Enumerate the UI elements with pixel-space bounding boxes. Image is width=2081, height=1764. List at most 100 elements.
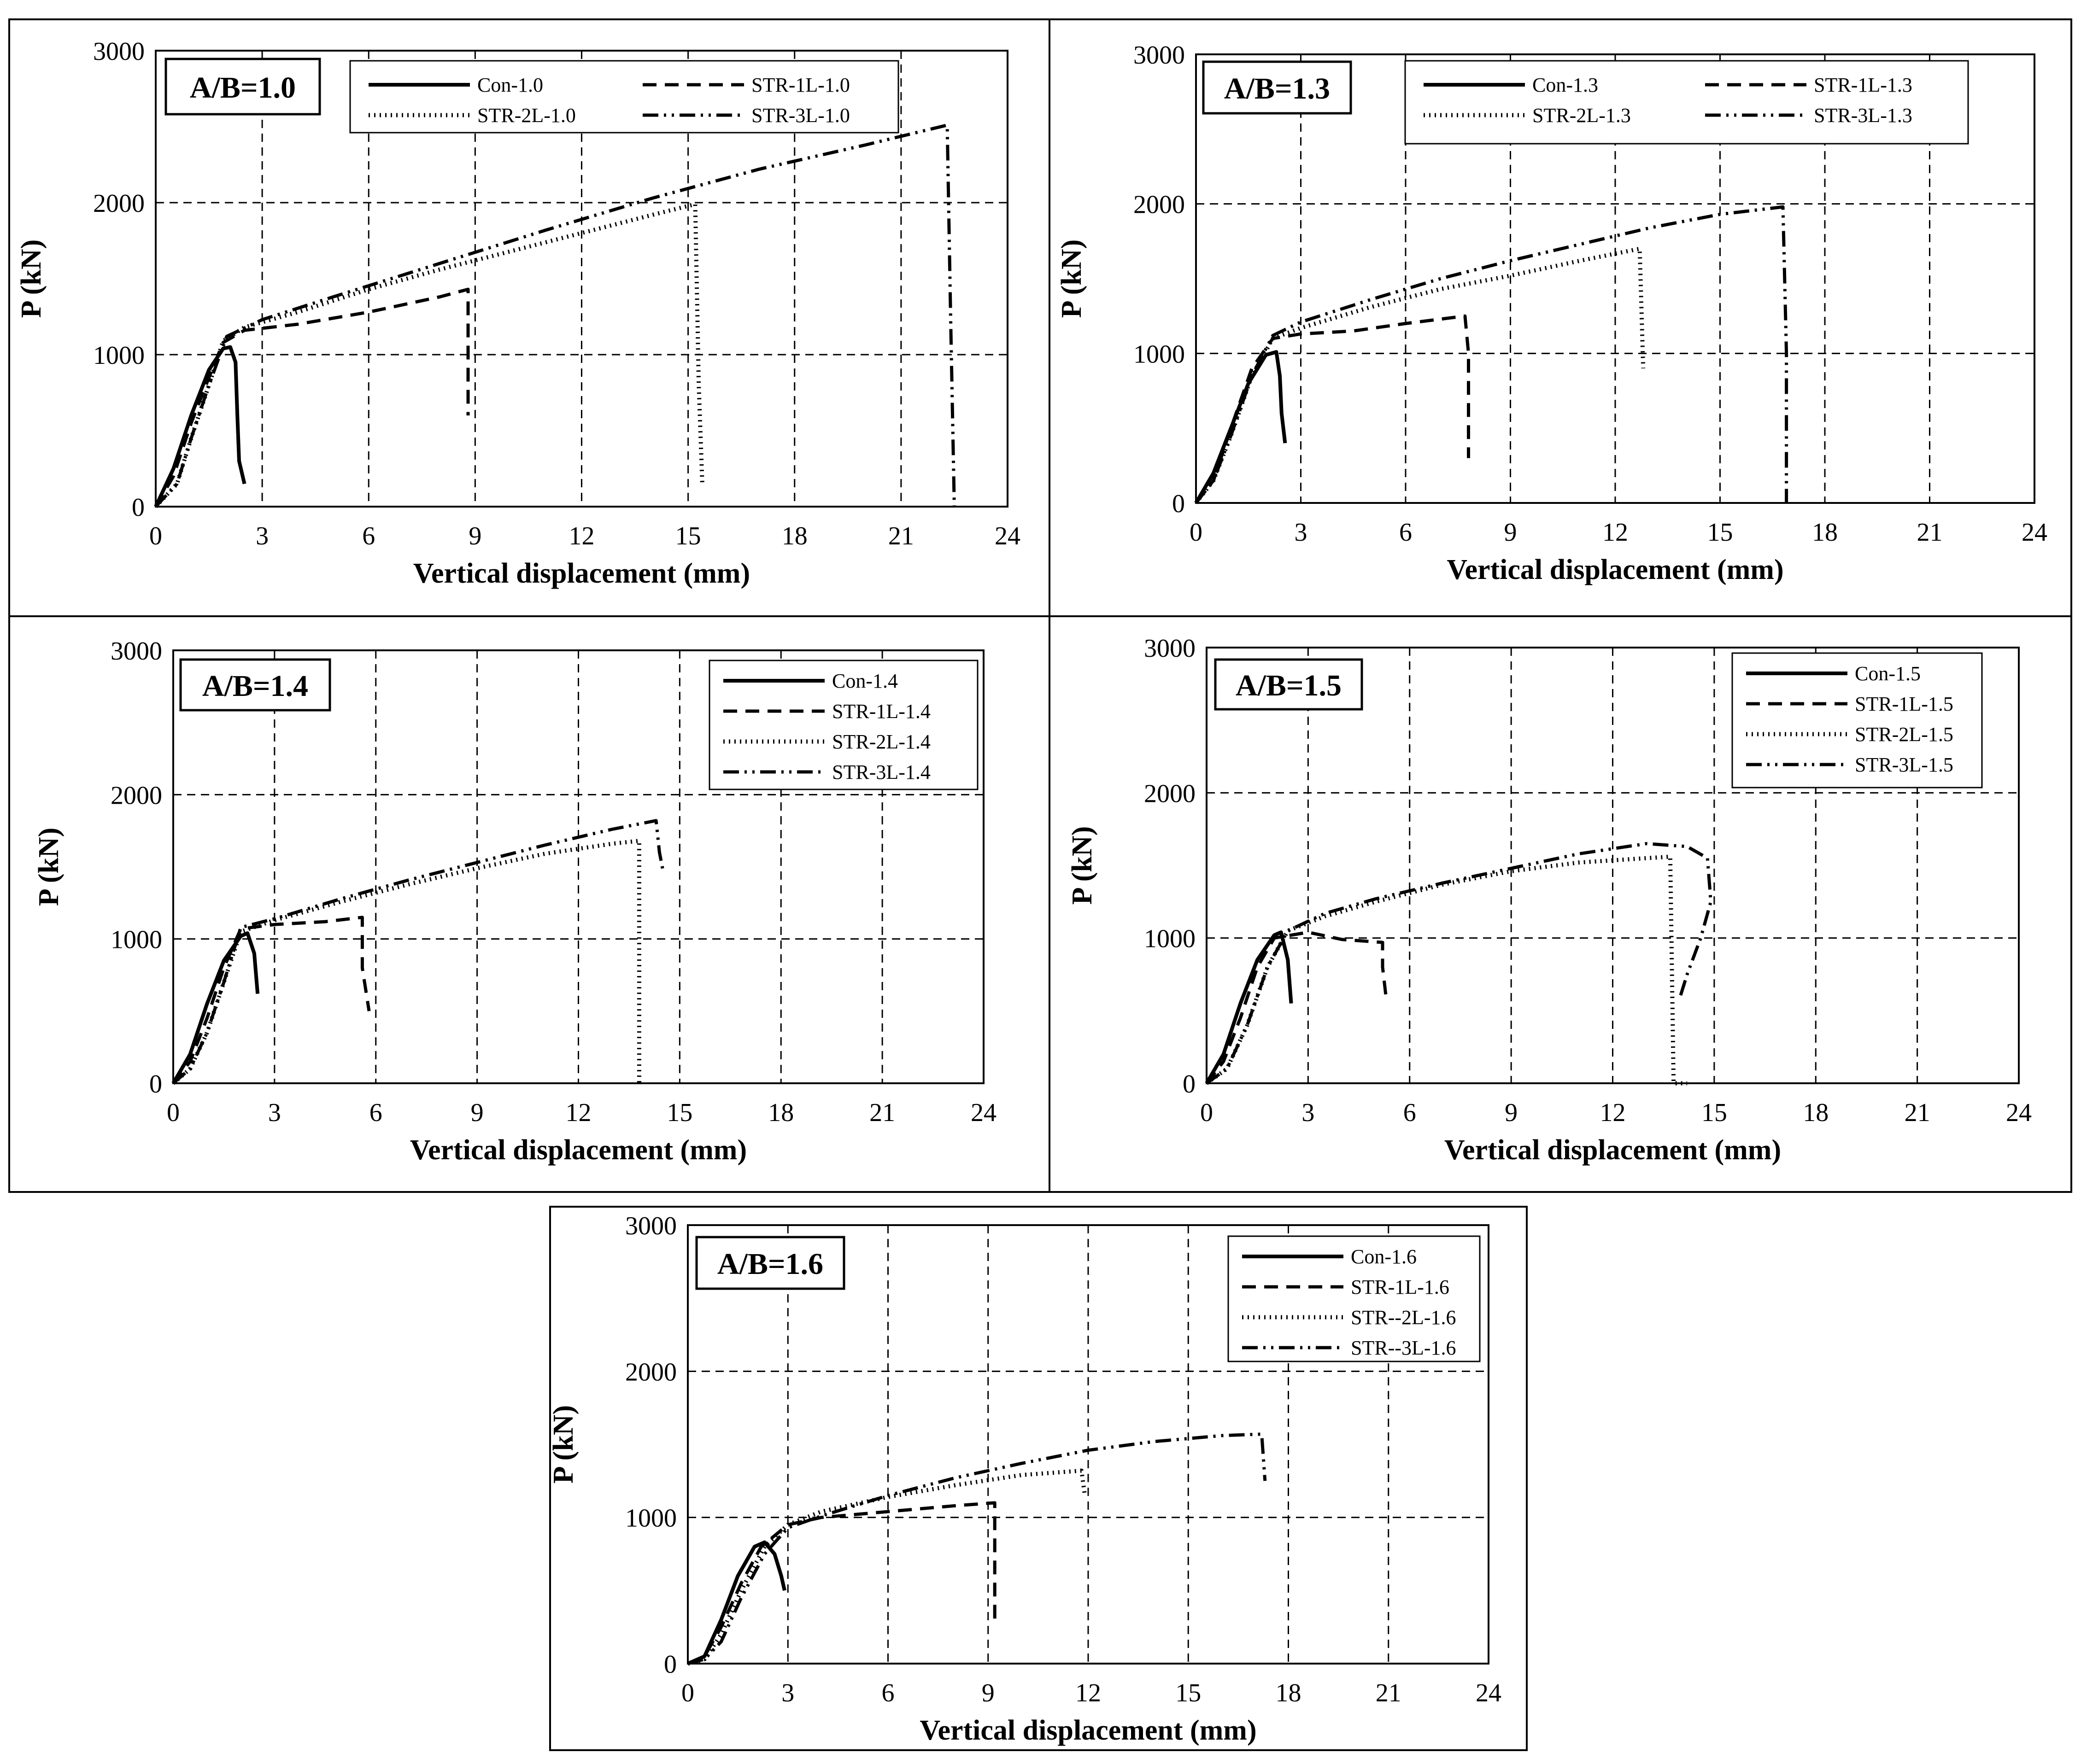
x-tick-label: 3 bbox=[1301, 1098, 1314, 1127]
legend-entry-label: STR-3L-1.3 bbox=[1814, 104, 1912, 127]
x-axis-title: Vertical displacement (mm) bbox=[1444, 1134, 1781, 1166]
legend-entry-label: STR-1L-1.5 bbox=[1855, 693, 1953, 715]
series-line-STR--2L-1.6 bbox=[687, 1468, 1087, 1666]
y-axis-title: P (kN) bbox=[33, 828, 64, 906]
x-tick-label: 0 bbox=[1190, 518, 1202, 547]
y-tick-label: 3000 bbox=[1144, 634, 1196, 663]
x-axis-title: Vertical displacement (mm) bbox=[413, 558, 750, 589]
x-tick-label: 12 bbox=[566, 1098, 592, 1127]
x-tick-label: 9 bbox=[469, 522, 481, 550]
panel-label: A/B=1.4 bbox=[202, 669, 308, 703]
x-tick-label: 12 bbox=[1075, 1679, 1101, 1707]
series-line-Con-1.4 bbox=[171, 931, 260, 1085]
plot-area bbox=[155, 50, 1008, 508]
y-tick-label: 2000 bbox=[1133, 191, 1185, 219]
legend-box bbox=[1404, 60, 1969, 145]
x-tick-label: 24 bbox=[995, 522, 1020, 550]
x-tick-label: 15 bbox=[667, 1098, 692, 1127]
panel-label: A/B=1.3 bbox=[1224, 72, 1330, 105]
y-tick-label: 0 bbox=[149, 1070, 162, 1098]
series-line-STR-1L-1.5 bbox=[1205, 930, 1388, 1085]
x-tick-label: 18 bbox=[782, 522, 808, 550]
panel-label: A/B=1.5 bbox=[1236, 669, 1342, 702]
x-tick-label: 9 bbox=[1505, 1098, 1518, 1127]
y-tick-label: 3000 bbox=[1133, 41, 1185, 70]
x-tick-label: 15 bbox=[675, 522, 701, 550]
legend-entry-label: STR-1L-1.4 bbox=[832, 700, 931, 723]
y-tick-label: 3000 bbox=[111, 637, 162, 666]
y-tick-label: 1000 bbox=[625, 1504, 677, 1533]
chart-panel-3: 0 3 6 9 12 15 18 21 24 0 1000 2000 3000 Vertical disp… bbox=[8, 615, 1050, 1193]
x-tick-label: 21 bbox=[1376, 1679, 1401, 1707]
x-tick-label: 24 bbox=[971, 1098, 997, 1127]
x-tick-label: 6 bbox=[1403, 1098, 1416, 1127]
y-tick-label: 0 bbox=[1183, 1070, 1196, 1098]
x-tick-label: 0 bbox=[167, 1098, 180, 1127]
legend-entry-label: STR--2L-1.6 bbox=[1351, 1306, 1456, 1329]
panel-label: A/B=1.6 bbox=[717, 1247, 823, 1281]
y-tick-label: 0 bbox=[664, 1650, 677, 1679]
x-tick-label: 6 bbox=[1399, 518, 1412, 547]
panel-label-box bbox=[179, 658, 331, 712]
x-tick-label: 15 bbox=[1701, 1098, 1727, 1127]
legend-entry-label: STR-3L-1.0 bbox=[751, 104, 850, 127]
y-axis-title: P (kN) bbox=[1067, 826, 1098, 905]
x-tick-label: 24 bbox=[1476, 1679, 1501, 1707]
x-tick-label: 21 bbox=[1905, 1098, 1930, 1127]
legend-entry-label: STR-1L-1.3 bbox=[1814, 74, 1912, 96]
y-tick-label: 1000 bbox=[1144, 925, 1196, 953]
legend: Con-1.3 STR-1L-1.3 STR-2L-1.3 STR-3L-1.3 bbox=[1404, 60, 1969, 145]
y-tick-label: 2000 bbox=[625, 1358, 677, 1386]
x-axis-title: Vertical displacement (mm) bbox=[1447, 554, 1783, 585]
legend-box bbox=[1731, 652, 1983, 789]
legend-entry-label: Con-1.3 bbox=[1532, 74, 1598, 96]
y-tick-label: 1000 bbox=[111, 926, 162, 954]
series-line-STR-1L-1.0 bbox=[154, 287, 470, 508]
x-tick-label: 24 bbox=[2022, 518, 2047, 547]
chart-panel-5: 0 3 6 9 12 15 18 21 24 0 1000 2000 3000 Vertical disp… bbox=[548, 1206, 1528, 1751]
y-tick-label: 3000 bbox=[93, 37, 145, 66]
x-tick-label: 12 bbox=[569, 522, 595, 550]
y-axis-title: P (kN) bbox=[16, 239, 47, 318]
x-tick-label: 0 bbox=[681, 1679, 694, 1707]
chart-panel-1: 0 3 6 9 12 15 18 21 24 0 1000 2000 3000 Vertical disp… bbox=[8, 18, 1050, 617]
plot-area bbox=[1195, 53, 2035, 504]
y-tick-label: 0 bbox=[132, 493, 145, 522]
legend: Con-1.4 STR-1L-1.4 STR-2L-1.4 STR-3L-1.4 bbox=[709, 660, 979, 790]
legend-entry-label: STR-2L-1.3 bbox=[1532, 104, 1631, 127]
legend-entry-label: Con-1.4 bbox=[832, 670, 898, 692]
x-tick-label: 24 bbox=[2006, 1098, 2032, 1127]
legend-entry-label: STR-1L-1.6 bbox=[1351, 1276, 1449, 1298]
x-tick-label: 9 bbox=[1504, 518, 1517, 547]
x-tick-label: 9 bbox=[471, 1098, 484, 1127]
legend-entry-label: Con-1.6 bbox=[1351, 1245, 1417, 1268]
x-tick-label: 9 bbox=[982, 1679, 995, 1707]
series-line-STR-1L-1.4 bbox=[172, 916, 371, 1085]
panel-label-box bbox=[695, 1236, 845, 1290]
series-line-STR-3L-1.0 bbox=[154, 123, 956, 508]
plot-area bbox=[1206, 647, 2020, 1084]
y-tick-label: 0 bbox=[1172, 490, 1185, 518]
legend-entry-label: STR-1L-1.0 bbox=[751, 74, 850, 96]
x-tick-label: 0 bbox=[1200, 1098, 1213, 1127]
chart-panel-2: 0 3 6 9 12 15 18 21 24 0 1000 2000 3000 Vertical disp… bbox=[1049, 18, 2072, 617]
legend-box bbox=[349, 60, 899, 134]
series-line-STR-3L-1.3 bbox=[1195, 205, 1788, 504]
x-tick-label: 3 bbox=[256, 522, 269, 550]
series-line-STR-2L-1.4 bbox=[172, 839, 641, 1085]
legend-entry-label: STR-3L-1.4 bbox=[832, 761, 931, 783]
y-axis-title: P (kN) bbox=[548, 1405, 579, 1484]
x-tick-label: 12 bbox=[1602, 518, 1628, 547]
legend-entry-label: Con-1.0 bbox=[477, 74, 543, 96]
legend-entry-label: STR--3L-1.6 bbox=[1351, 1337, 1456, 1359]
legend: Con-1.5 STR-1L-1.5 STR-2L-1.5 STR-3L-1.5 bbox=[1731, 652, 1983, 789]
legend-entry-label: STR-2L-1.0 bbox=[477, 104, 576, 127]
x-tick-label: 18 bbox=[1812, 518, 1838, 547]
panel-label-box bbox=[1214, 658, 1363, 711]
legend-entry-label: STR-3L-1.5 bbox=[1855, 753, 1953, 776]
y-axis-title: P (kN) bbox=[1056, 239, 1087, 318]
panel-label-box bbox=[1202, 60, 1352, 115]
legend-entry-label: Con-1.5 bbox=[1855, 662, 1921, 685]
x-tick-label: 15 bbox=[1175, 1679, 1201, 1707]
x-axis-title: Vertical displacement (mm) bbox=[920, 1715, 1256, 1746]
